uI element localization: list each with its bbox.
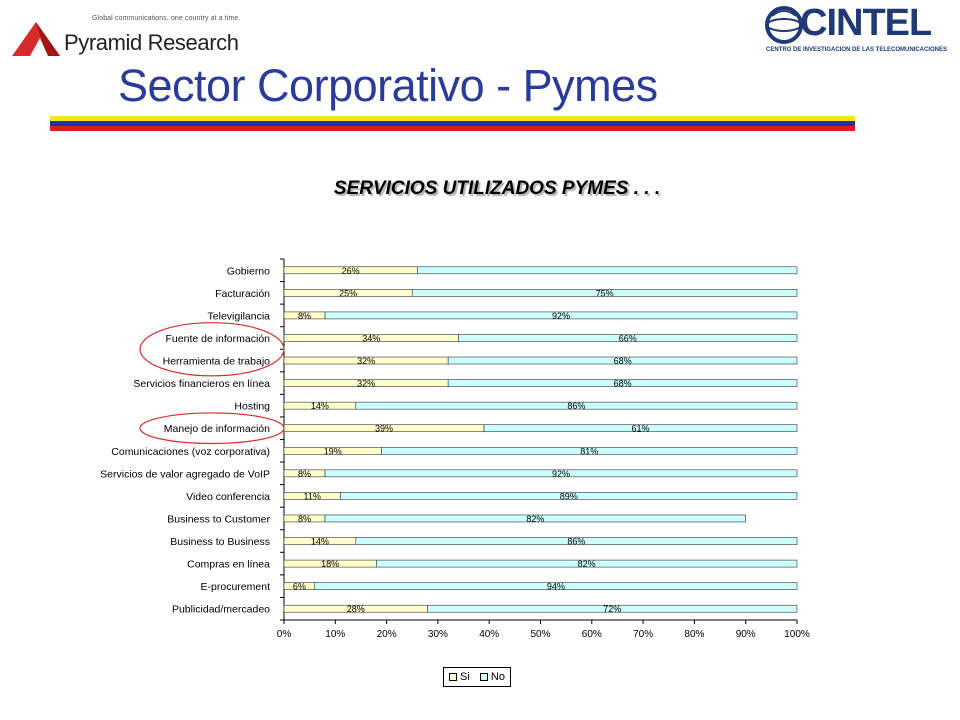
- data-label-si: 8%: [298, 469, 311, 479]
- category-label-highlighted: Herramienta de trabajo: [163, 356, 271, 368]
- x-tick-label: 0%: [277, 629, 292, 640]
- flag-yellow-stripe: [50, 116, 855, 121]
- data-label-no: 81%: [580, 446, 598, 456]
- category-label: Business to Business: [170, 536, 270, 548]
- category-label: E-procurement: [201, 581, 271, 593]
- pyramid-research-logo: Global communications, one country at a …: [10, 10, 250, 60]
- bar-no: [417, 266, 798, 275]
- page-title: Sector Corporativo - Pymes: [118, 60, 658, 111]
- cintel-logo: CINTEL CENTRO DE INVESTIGACION DE LAS TE…: [762, 2, 958, 64]
- bar-no: [355, 401, 798, 410]
- category-label: Comunicaciones (voz corporativa): [111, 446, 270, 458]
- x-tick-label: 30%: [428, 629, 448, 640]
- x-tick-label: 10%: [325, 629, 345, 640]
- x-tick-label: 60%: [582, 629, 602, 640]
- data-label-no: 86%: [567, 401, 585, 411]
- data-label-si: 39%: [375, 424, 393, 434]
- chart-title: SERVICIOS UTILIZADOS PYMES . . .: [333, 178, 661, 199]
- data-label-si: 11%: [304, 491, 321, 501]
- pyramid-name: Pyramid Research: [64, 30, 239, 55]
- data-label-si: 25%: [339, 288, 357, 298]
- data-label-si: 8%: [298, 514, 311, 524]
- category-label: Facturación: [215, 288, 270, 300]
- data-label-no: 66%: [619, 333, 637, 343]
- x-tick-label: 80%: [684, 629, 704, 640]
- category-label: Gobierno: [227, 265, 270, 277]
- bar-no: [483, 424, 798, 433]
- x-tick-label: 90%: [736, 629, 756, 640]
- data-label-si: 8%: [298, 311, 311, 321]
- flag-red-stripe: [50, 126, 855, 131]
- x-tick-label: 50%: [530, 629, 550, 640]
- x-tick-label: 100%: [784, 629, 810, 640]
- highlight-ellipse: [139, 412, 285, 445]
- data-label-no: 68%: [614, 356, 632, 366]
- data-label-si: 34%: [362, 333, 380, 343]
- data-label-si: 28%: [347, 604, 365, 614]
- bar-no: [447, 356, 798, 365]
- legend-swatch-no: [479, 673, 488, 681]
- bar-no: [324, 514, 747, 523]
- legend-swatch-si: [449, 673, 458, 681]
- data-label-si: 14%: [311, 537, 329, 547]
- category-label: Publicidad/mercadeo: [172, 604, 270, 616]
- colombia-flag-stripe: [50, 116, 855, 131]
- bar-no: [324, 311, 798, 320]
- data-label-no: 86%: [567, 537, 585, 547]
- x-tick-label: 40%: [479, 629, 499, 640]
- data-label-no: 68%: [614, 379, 632, 389]
- data-label-no: 92%: [552, 469, 570, 479]
- data-label-no: 82%: [526, 514, 544, 524]
- category-label-highlighted: Manejo de información: [164, 423, 270, 435]
- category-label-highlighted: Fuente de información: [166, 333, 271, 345]
- bar-no: [376, 559, 798, 568]
- bar-no: [411, 289, 798, 297]
- cintel-name: CINTEL: [800, 2, 932, 44]
- category-label: Business to Customer: [167, 513, 270, 525]
- bar-no: [381, 446, 798, 455]
- legend-item-no: No: [479, 671, 505, 683]
- data-label-si: 14%: [311, 401, 329, 411]
- legend-label-no: No: [490, 671, 505, 683]
- category-label: Compras en línea: [187, 559, 270, 571]
- data-label-no: 61%: [632, 424, 650, 434]
- data-label-si: 18%: [321, 559, 339, 569]
- data-label-si: 26%: [342, 266, 360, 276]
- category-label: Video conferencia: [186, 491, 270, 503]
- data-label-si: 19%: [324, 446, 342, 456]
- bar-no: [427, 604, 798, 613]
- data-label-no: 89%: [560, 491, 578, 501]
- cintel-globe-icon: [765, 6, 803, 44]
- legend-item-si: Si: [449, 671, 470, 683]
- data-label-no: 94%: [547, 582, 565, 592]
- bar-no: [458, 334, 798, 342]
- flag-blue-stripe: [50, 121, 855, 126]
- category-label: Hosting: [234, 401, 270, 413]
- pyramid-tagline: Global communications, one country at a …: [92, 15, 241, 22]
- bar-no: [355, 537, 798, 545]
- bar-no: [447, 379, 798, 387]
- x-tick-label: 70%: [633, 629, 653, 640]
- data-label-si: 32%: [357, 379, 375, 389]
- data-label-no: 75%: [596, 288, 614, 298]
- data-label-si: 6%: [293, 582, 306, 592]
- data-label-no: 82%: [578, 559, 596, 569]
- bar-no: [314, 582, 798, 590]
- legend-label-si: Si: [460, 671, 470, 683]
- bar-no: [340, 492, 798, 500]
- data-label-si: 32%: [357, 356, 375, 366]
- data-label-no: 72%: [603, 604, 621, 614]
- pyramid-logo-icon: [12, 22, 60, 56]
- category-label: Servicios de valor agregado de VoIP: [100, 468, 270, 480]
- data-label-no: 92%: [552, 311, 570, 321]
- cintel-subtitle: CENTRO DE INVESTIGACION DE LAS TELECOMUN…: [766, 47, 948, 53]
- x-tick-label: 20%: [377, 629, 397, 640]
- category-label: Servicios financieros en línea: [133, 378, 270, 390]
- highlight-ellipse: [139, 322, 285, 377]
- category-label: Televigilancia: [208, 310, 271, 322]
- bar-no: [324, 469, 798, 478]
- chart-legend: Si No: [443, 667, 511, 687]
